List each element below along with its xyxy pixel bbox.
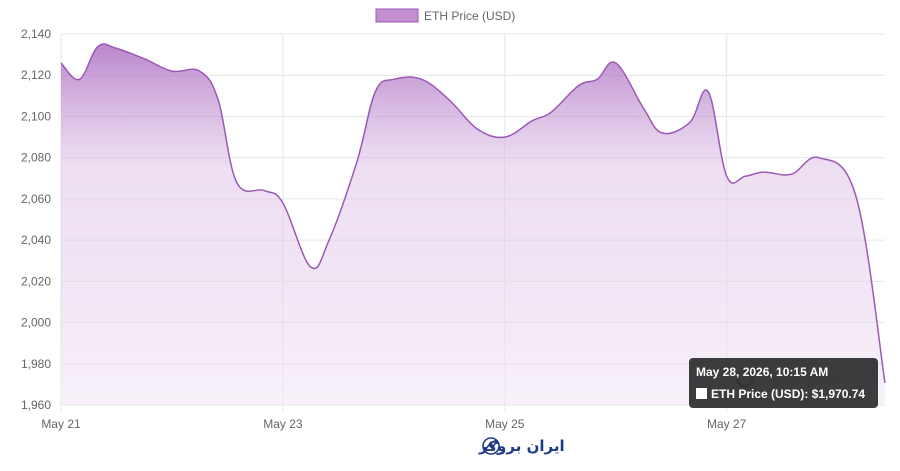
branding: ایران بروکر: [478, 437, 565, 455]
branding-text: ایران بروکر: [478, 437, 565, 455]
x-tick-label: May 21: [41, 417, 81, 431]
y-tick-label: 2,140: [21, 27, 51, 41]
tooltip-box: [689, 358, 878, 408]
tooltip: May 28, 2026, 10:15 AM ETH Price (USD): …: [689, 358, 878, 408]
price-area: [61, 43, 885, 406]
y-tick-label: 2,040: [21, 233, 51, 247]
x-tick-label: May 27: [707, 417, 747, 431]
y-tick-label: 1,960: [21, 398, 51, 412]
y-tick-label: 2,100: [21, 109, 51, 123]
y-tick-label: 2,080: [21, 151, 51, 165]
price-line: [60, 43, 886, 384]
tooltip-body: ETH Price (USD): $1,970.74: [711, 387, 865, 401]
x-tick-label: May 25: [485, 417, 525, 431]
y-tick-label: 2,000: [21, 316, 51, 330]
tooltip-swatch: [696, 388, 707, 399]
y-tick-label: 1,980: [21, 357, 51, 371]
x-tick-label: May 23: [263, 417, 303, 431]
y-tick-label: 2,020: [21, 274, 51, 288]
trend-up-icon: [482, 437, 500, 455]
y-axis-ticks: 1,960 1,980 2,000 2,020 2,040 2,060 2,080 2,100…: [21, 27, 51, 412]
tooltip-title: May 28, 2026, 10:15 AM: [696, 365, 828, 379]
legend-swatch: [375, 8, 419, 23]
x-axis-ticks: May 21 May 23 May 25 May 27: [41, 417, 746, 431]
legend-label: ETH Price (USD): [424, 9, 515, 23]
y-tick-label: 2,060: [21, 192, 51, 206]
y-tick-label: 2,120: [21, 68, 51, 82]
legend[interactable]: ETH Price (USD): [375, 8, 515, 23]
